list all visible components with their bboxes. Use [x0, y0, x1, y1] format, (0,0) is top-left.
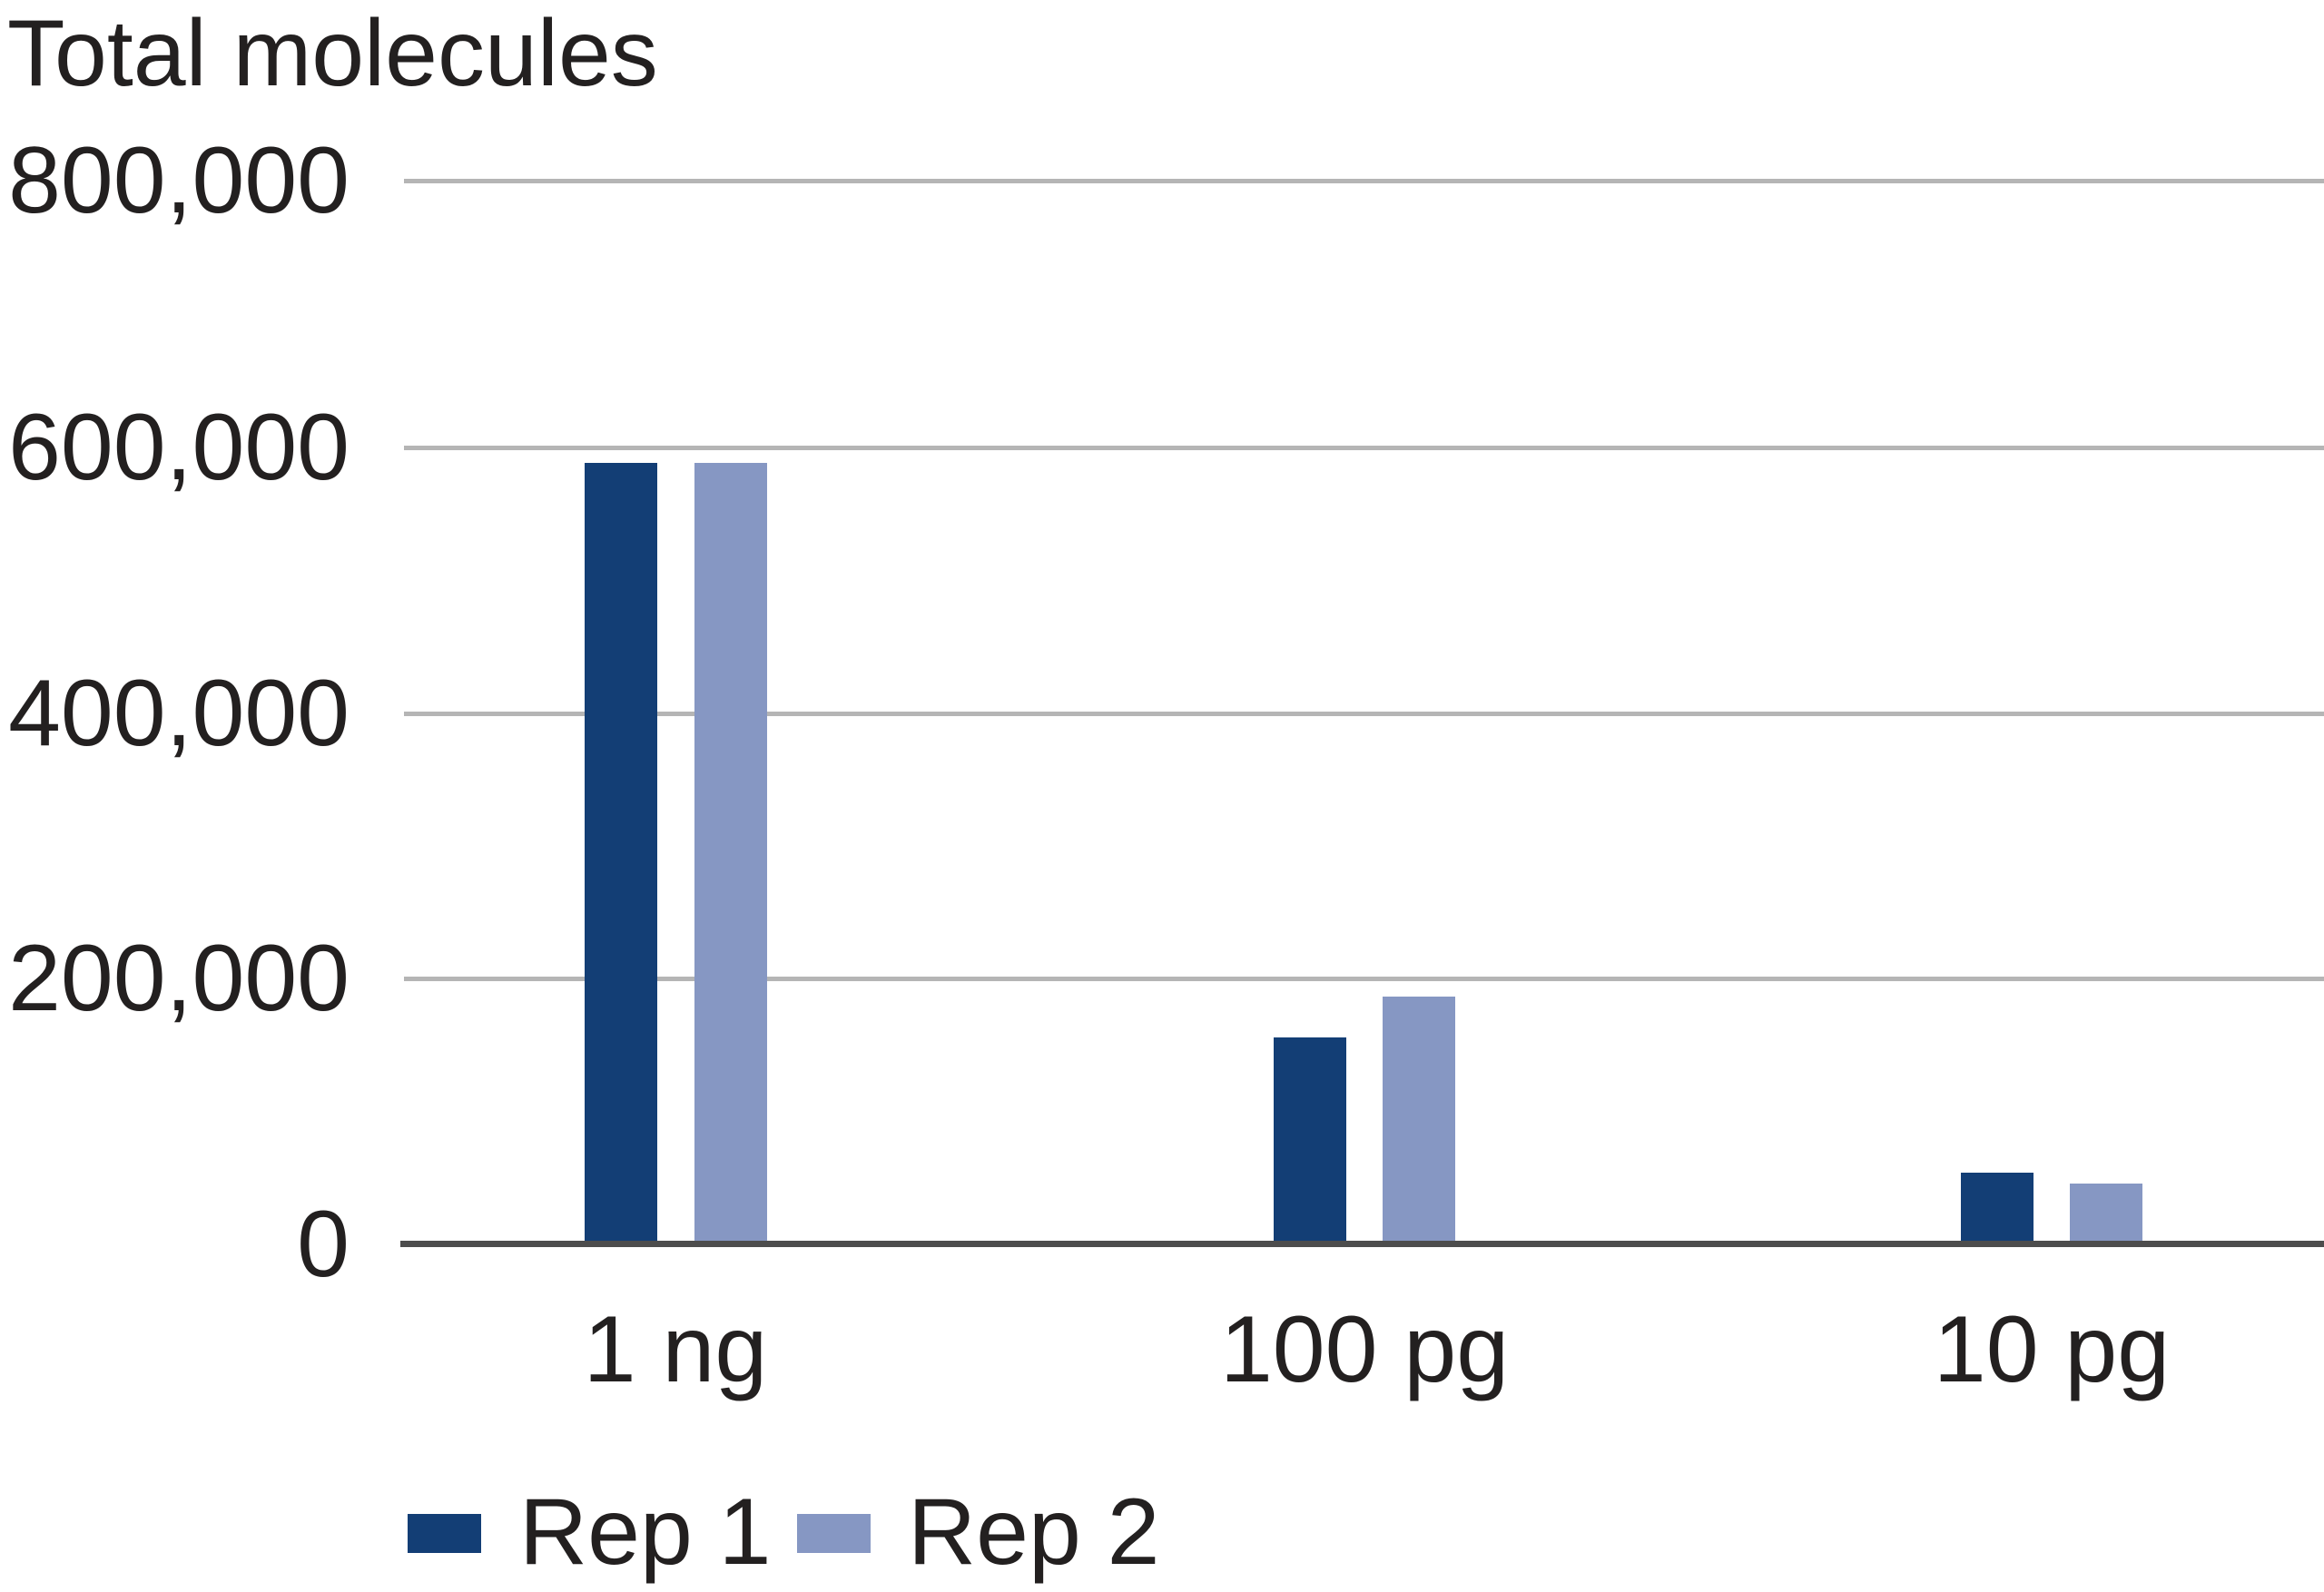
legend-swatch-rep1 [408, 1514, 481, 1553]
bar-rep1-1ng [585, 463, 657, 1243]
x-tick-label-10pg: 10 pg [1933, 1297, 2171, 1402]
gridline [404, 712, 2324, 716]
gridline [404, 179, 2324, 183]
x-tick-label-100pg: 100 pg [1219, 1297, 1510, 1402]
bar-rep2-1ng [694, 463, 767, 1243]
x-axis-line [400, 1241, 2324, 1247]
gridline [404, 446, 2324, 450]
y-tick-label-600000: 600,000 [8, 395, 350, 500]
bar-rep2-100pg [1383, 997, 1455, 1243]
y-tick-label-200000: 200,000 [8, 926, 350, 1031]
chart-title: Total molecules [7, 1, 658, 106]
legend-label-rep2: Rep 2 [908, 1479, 1160, 1585]
y-tick-label-0: 0 [297, 1192, 350, 1297]
bar-rep1-100pg [1274, 1037, 1346, 1243]
y-tick-label-400000: 400,000 [8, 661, 350, 766]
gridline [404, 977, 2324, 981]
legend-swatch-rep2 [797, 1514, 871, 1553]
bar-rep2-10pg [2070, 1184, 2142, 1243]
y-tick-label-800000: 800,000 [8, 128, 350, 233]
legend-label-rep1: Rep 1 [519, 1479, 772, 1585]
x-tick-label-1ng: 1 ng [583, 1297, 768, 1402]
bar-rep1-10pg [1961, 1173, 2034, 1243]
